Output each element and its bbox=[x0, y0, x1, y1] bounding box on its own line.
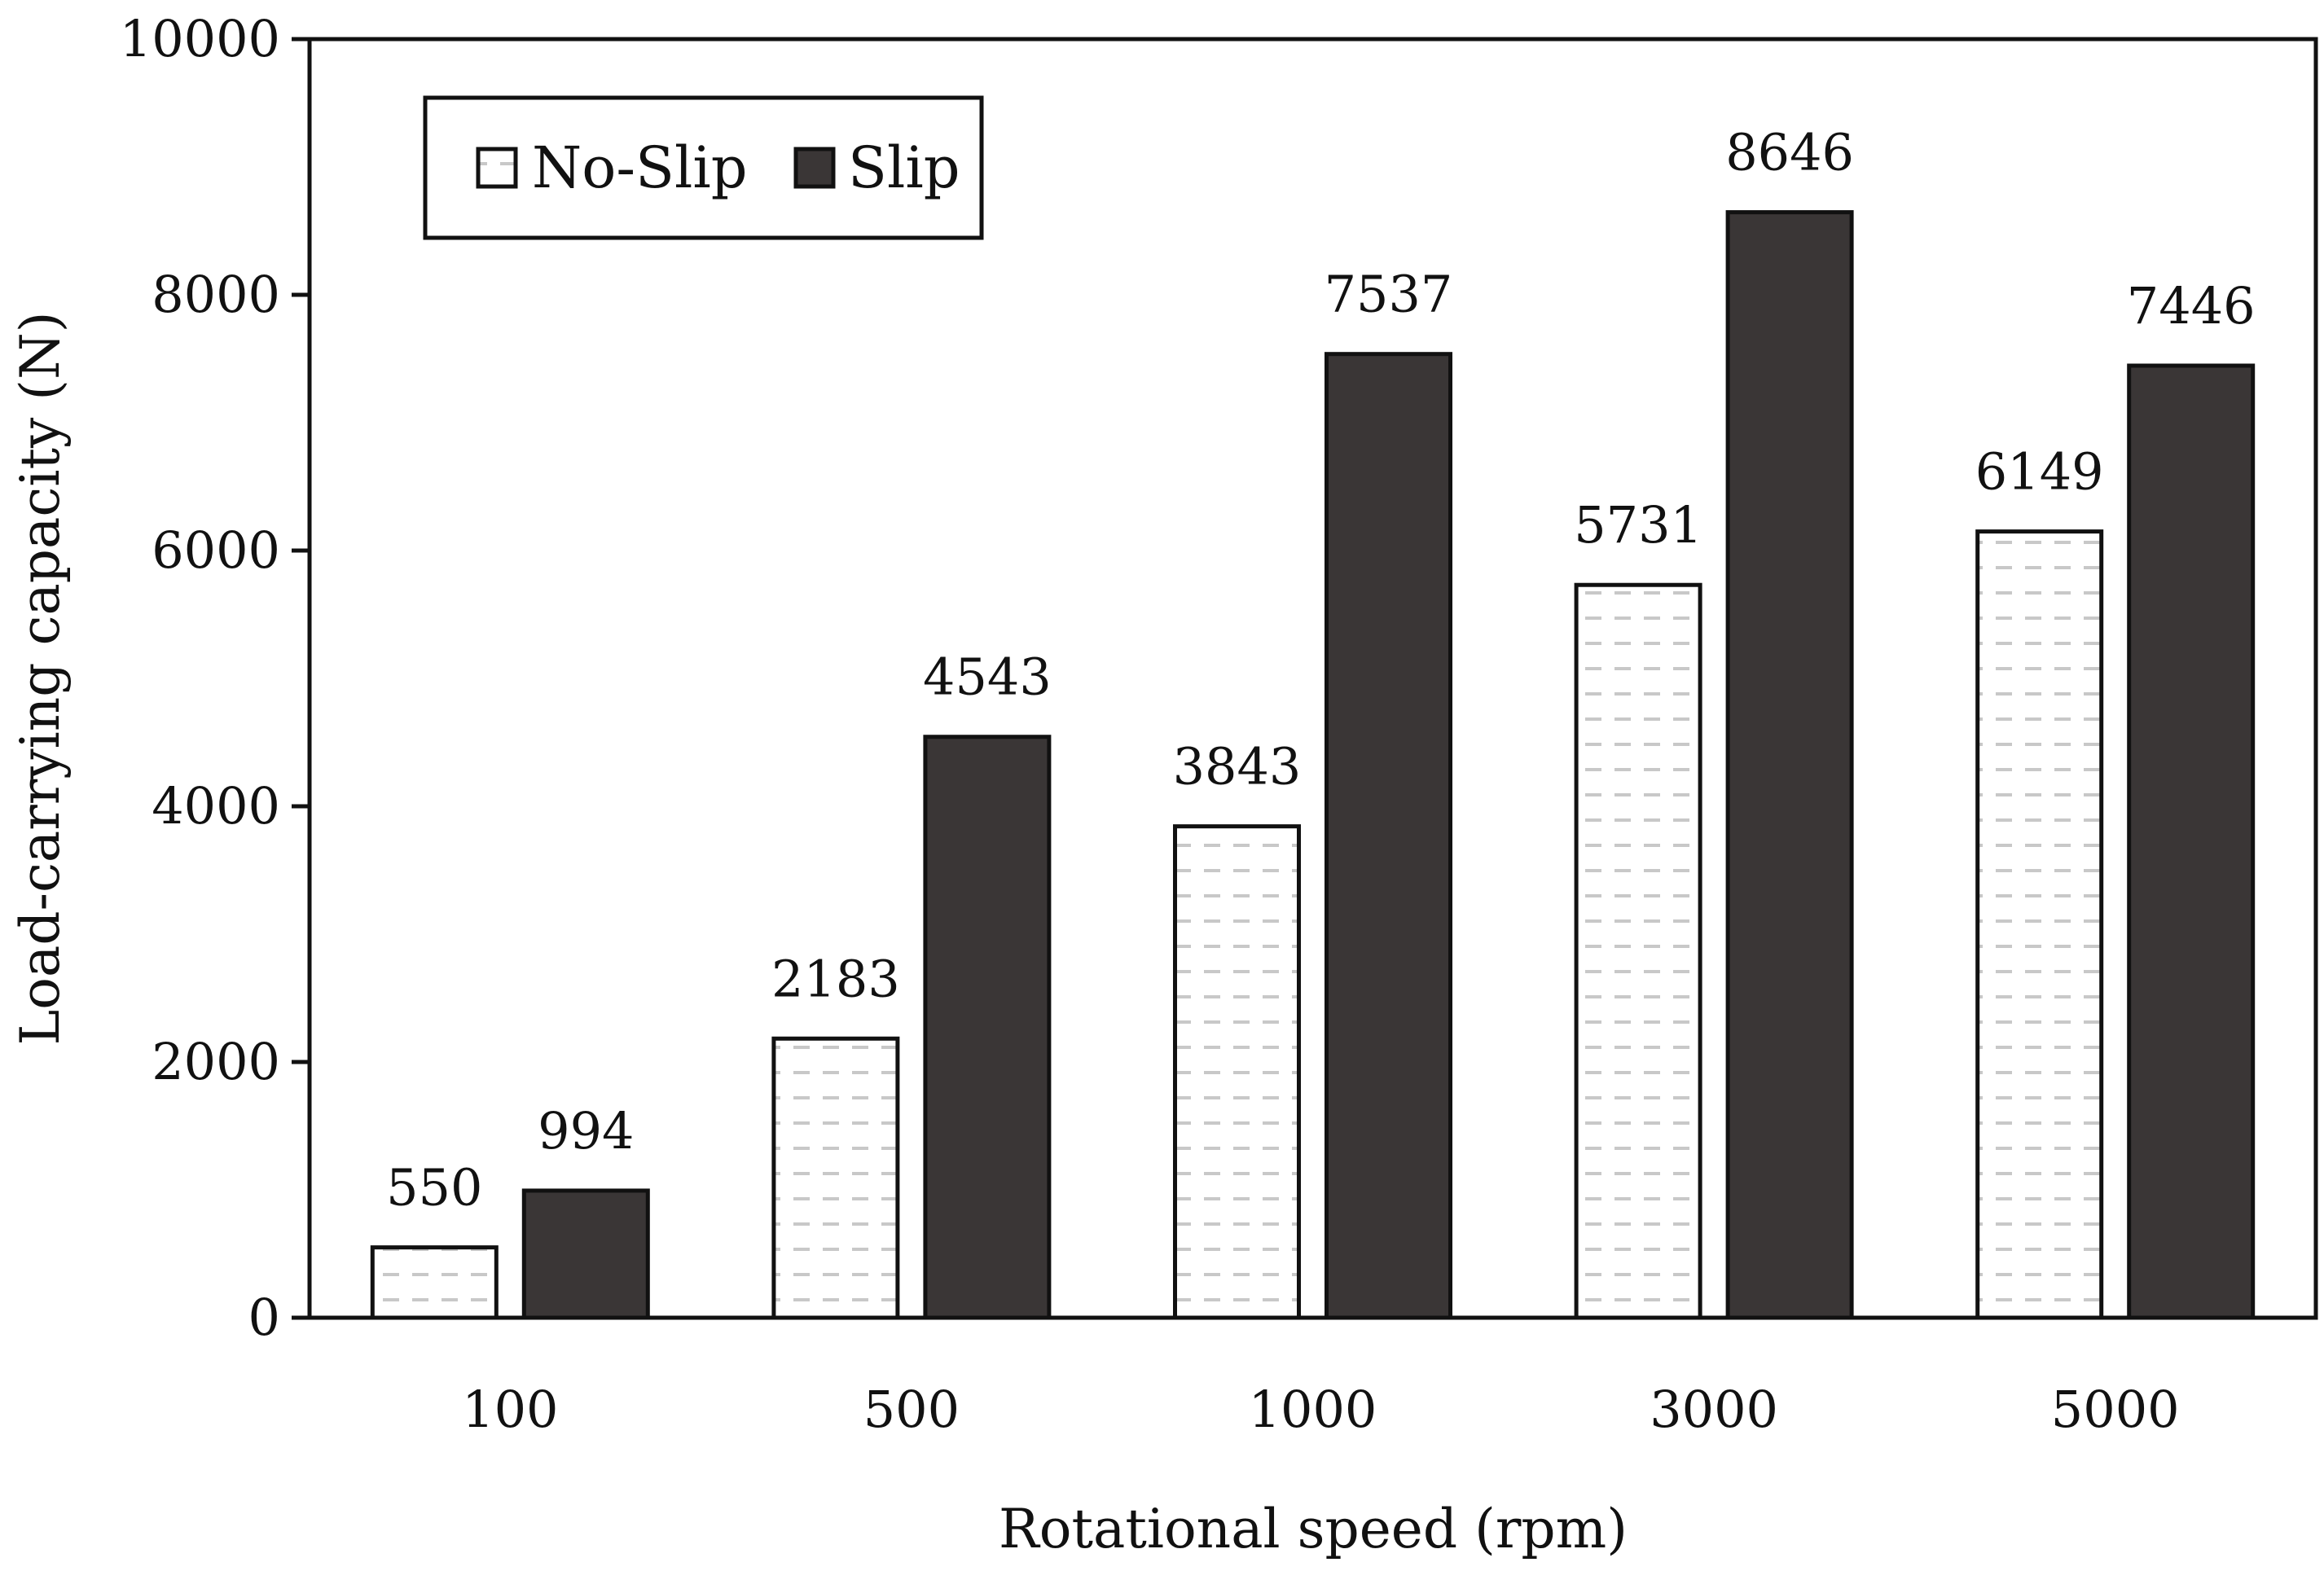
bar-slip-3000 bbox=[1725, 210, 1854, 1320]
bar-no-slip-100 bbox=[370, 1245, 499, 1320]
bar-no-slip-3000 bbox=[1574, 582, 1702, 1320]
bar-slip-5000 bbox=[2127, 363, 2256, 1320]
data-label-no-slip-500: 2183 bbox=[771, 949, 900, 1008]
x-tick-label: 1000 bbox=[1249, 1380, 1377, 1439]
data-labels: 550 994 2183 4543 3843 7537 5731 8646 6149 7446 bbox=[386, 123, 2255, 1218]
data-label-slip-100: 994 bbox=[538, 1101, 634, 1161]
legend-label-no-slip: No-Slip bbox=[532, 134, 748, 201]
legend-swatch-slip bbox=[793, 147, 836, 189]
x-tick-label: 100 bbox=[462, 1380, 558, 1439]
data-label-slip-1000: 7537 bbox=[1325, 265, 1453, 324]
legend-swatch-no-slip bbox=[476, 147, 518, 189]
data-label-no-slip-1000: 3843 bbox=[1173, 737, 1302, 796]
y-tick-label: 6000 bbox=[152, 520, 280, 580]
data-label-no-slip-5000: 6149 bbox=[1975, 442, 2104, 502]
x-axis: 100 500 1000 3000 5000 bbox=[462, 1380, 2179, 1439]
plot-frame bbox=[307, 37, 2318, 1320]
data-label-slip-500: 4543 bbox=[923, 647, 1052, 707]
bars bbox=[370, 210, 2256, 1320]
x-tick-label: 5000 bbox=[2051, 1380, 2180, 1439]
bar-no-slip-5000 bbox=[1975, 529, 2104, 1320]
legend-box bbox=[423, 95, 984, 240]
bar-slip-100 bbox=[521, 1188, 650, 1320]
bar-slip-500 bbox=[923, 735, 1052, 1320]
bar-no-slip-500 bbox=[771, 1036, 900, 1320]
legend: No-Slip Slip bbox=[423, 95, 984, 240]
bar-slip-1000 bbox=[1325, 352, 1452, 1320]
bar-no-slip-1000 bbox=[1173, 824, 1301, 1320]
legend-label-slip: Slip bbox=[848, 134, 960, 201]
y-tick-label: 8000 bbox=[152, 265, 280, 324]
data-label-no-slip-3000: 5731 bbox=[1574, 495, 1702, 555]
x-tick-label: 3000 bbox=[1650, 1380, 1778, 1439]
y-tick-label: 10000 bbox=[120, 9, 280, 68]
y-tick-label: 0 bbox=[248, 1288, 280, 1347]
data-label-slip-3000: 8646 bbox=[1725, 123, 1854, 182]
y-axis-title: Load-carrying capacity (N) bbox=[9, 311, 72, 1045]
data-label-no-slip-100: 550 bbox=[386, 1158, 482, 1218]
x-axis-title: Rotational speed (rpm) bbox=[999, 1498, 1628, 1560]
y-tick-label: 4000 bbox=[152, 776, 280, 836]
y-axis: 0 2000 4000 6000 8000 10000 bbox=[120, 9, 310, 1347]
y-tick-label: 2000 bbox=[152, 1032, 280, 1091]
x-tick-label: 500 bbox=[863, 1380, 960, 1439]
data-label-slip-5000: 7446 bbox=[2127, 276, 2256, 336]
